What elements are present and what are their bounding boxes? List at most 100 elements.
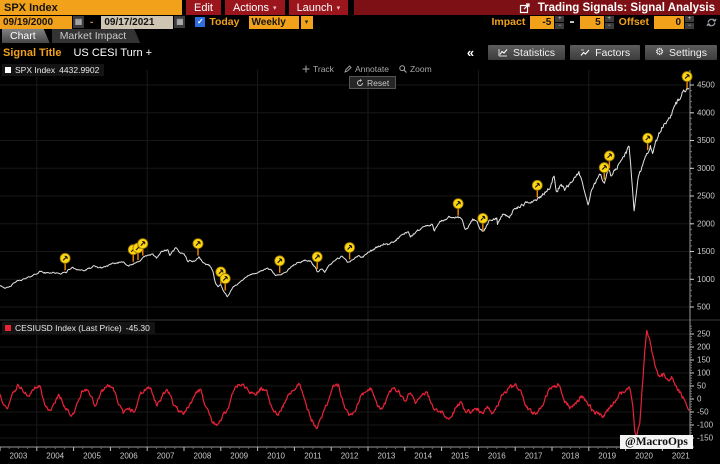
reset-arrow-icon <box>357 78 363 86</box>
calendar-icon[interactable]: ▦ <box>174 16 186 28</box>
svg-text:2003: 2003 <box>10 452 28 461</box>
svg-text:0: 0 <box>697 395 702 404</box>
cesi-legend-value: -45.30 <box>125 323 150 333</box>
svg-text:2004: 2004 <box>46 452 64 461</box>
svg-text:2010: 2010 <box>267 452 285 461</box>
svg-text:2013: 2013 <box>378 452 396 461</box>
offset-label: Offset <box>618 16 649 28</box>
svg-text:3000: 3000 <box>697 164 715 173</box>
svg-text:2015: 2015 <box>451 452 469 461</box>
svg-text:2008: 2008 <box>194 452 212 461</box>
svg-text:2500: 2500 <box>697 192 715 201</box>
zoom-tool[interactable]: Zoom <box>399 64 432 74</box>
app-title-band: Trading Signals: Signal Analysis <box>354 0 720 15</box>
launch-menu-button[interactable]: Launch ▾ <box>288 0 349 15</box>
zoom-magnifier-icon <box>399 65 407 73</box>
spx-legend-label: SPX Index <box>15 65 56 75</box>
period-caret-button[interactable]: ▾ <box>300 15 313 29</box>
svg-text:2000: 2000 <box>697 219 715 228</box>
price-chart-canvas[interactable]: 5001000150020002500300035004000450025020… <box>0 62 720 464</box>
cesi-legend-label: CESIUSD Index (Last Price) <box>15 323 122 333</box>
check-icon: ✓ <box>196 17 204 26</box>
annotate-pencil-icon <box>344 65 352 73</box>
svg-text:2018: 2018 <box>562 452 580 461</box>
svg-text:500: 500 <box>697 303 711 312</box>
svg-text:2019: 2019 <box>598 452 616 461</box>
svg-text:2009: 2009 <box>230 452 248 461</box>
svg-text:1000: 1000 <box>697 275 715 284</box>
svg-text:-150: -150 <box>697 434 714 443</box>
factors-chart-icon <box>580 49 590 56</box>
svg-text:4500: 4500 <box>697 81 715 90</box>
impact-offset-group: Impact -5 + − - 5 + − Offset 0 + − <box>486 13 720 31</box>
track-tool[interactable]: Track <box>302 64 334 74</box>
tab-chart[interactable]: Chart <box>2 29 50 43</box>
statistics-chart-icon <box>498 49 508 57</box>
svg-text:2011: 2011 <box>304 452 322 461</box>
settings-button[interactable]: ⚙ Settings <box>645 45 717 60</box>
offset-field[interactable]: 0 <box>654 15 684 29</box>
today-label: Today <box>209 16 240 28</box>
chart-toolbar: Track Annotate Zoom <box>302 64 432 74</box>
statistics-button[interactable]: Statistics <box>488 45 566 60</box>
date-to-field[interactable]: 09/17/2021 <box>101 15 174 29</box>
caret-down-icon: ▾ <box>304 18 309 26</box>
svg-text:2020: 2020 <box>635 452 653 461</box>
impact-max-field[interactable]: 5 <box>579 15 604 29</box>
stepper-down-button[interactable]: − <box>685 22 694 29</box>
tab-bar: Chart Market Impact <box>0 29 720 43</box>
ticker-text: SPX Index <box>4 1 58 14</box>
caret-down-icon: ▾ <box>336 4 341 12</box>
export-icon[interactable] <box>519 2 531 14</box>
svg-text:1500: 1500 <box>697 247 715 256</box>
svg-text:2012: 2012 <box>341 452 359 461</box>
track-crosshair-icon <box>302 65 310 73</box>
stepper-down-button[interactable]: − <box>555 22 565 29</box>
refresh-icon[interactable] <box>706 17 717 28</box>
period-select[interactable]: Weekly <box>248 15 299 29</box>
svg-text:2007: 2007 <box>157 452 175 461</box>
ticker-input[interactable]: SPX Index <box>0 0 182 15</box>
impact-min-field[interactable]: -5 <box>530 15 555 29</box>
collapse-chevrons-icon[interactable]: « <box>466 45 475 60</box>
today-checkbox[interactable]: ✓ <box>195 17 206 27</box>
impact-range-dash: - <box>569 13 575 30</box>
stepper-up-button[interactable]: + <box>685 15 694 22</box>
stepper-down-button[interactable]: − <box>604 22 614 29</box>
svg-text:2006: 2006 <box>120 452 138 461</box>
date-range-dash: - <box>90 16 94 28</box>
edit-button[interactable]: Edit <box>186 0 221 15</box>
watermark: @MacroOps <box>620 435 693 449</box>
app-title: Trading Signals: Signal Analysis <box>537 1 715 14</box>
caret-down-icon: ▾ <box>273 4 277 12</box>
tab-market-impact[interactable]: Market Impact <box>52 29 141 43</box>
title-bar: SPX Index Edit Actions ▾ Launch ▾ Tradin… <box>0 0 720 15</box>
offset-stepper: + − <box>685 15 694 29</box>
cesi-legend-swatch <box>5 325 11 331</box>
svg-text:-50: -50 <box>697 408 709 417</box>
reset-button[interactable]: Reset <box>349 76 397 89</box>
date-from-field[interactable]: 09/19/2000 <box>0 15 72 29</box>
svg-text:100: 100 <box>697 369 711 378</box>
annotate-tool[interactable]: Annotate <box>344 64 389 74</box>
calendar-icon[interactable]: ▦ <box>73 16 84 28</box>
svg-text:3500: 3500 <box>697 136 715 145</box>
cesi-legend: CESIUSD Index (Last Price) -45.30 <box>2 322 155 334</box>
impact-min-stepper: + − <box>555 15 565 29</box>
controls-bar: 09/19/2000 ▦ - 09/17/2021 ▦ ✓ Today Week… <box>0 13 720 31</box>
actions-menu-button[interactable]: Actions ▾ <box>224 0 285 15</box>
svg-text:4000: 4000 <box>697 108 715 117</box>
svg-text:2014: 2014 <box>414 452 432 461</box>
svg-text:150: 150 <box>697 356 711 365</box>
stepper-up-button[interactable]: + <box>555 15 565 22</box>
svg-text:50: 50 <box>697 382 706 391</box>
factors-button[interactable]: Factors <box>570 45 641 60</box>
stepper-up-button[interactable]: + <box>604 15 614 22</box>
svg-text:2017: 2017 <box>525 452 543 461</box>
signal-header: Signal Title US CESI Turn + « Statistics… <box>0 43 720 62</box>
svg-text:-100: -100 <box>697 421 714 430</box>
spx-legend: SPX Index 4432.9902 <box>2 64 105 76</box>
spx-legend-value: 4432.9902 <box>59 65 100 75</box>
svg-text:200: 200 <box>697 343 711 352</box>
chart-area: 500 1000 1500 2000 2500 3000 3500 4000 4500 250 20… <box>0 62 720 464</box>
